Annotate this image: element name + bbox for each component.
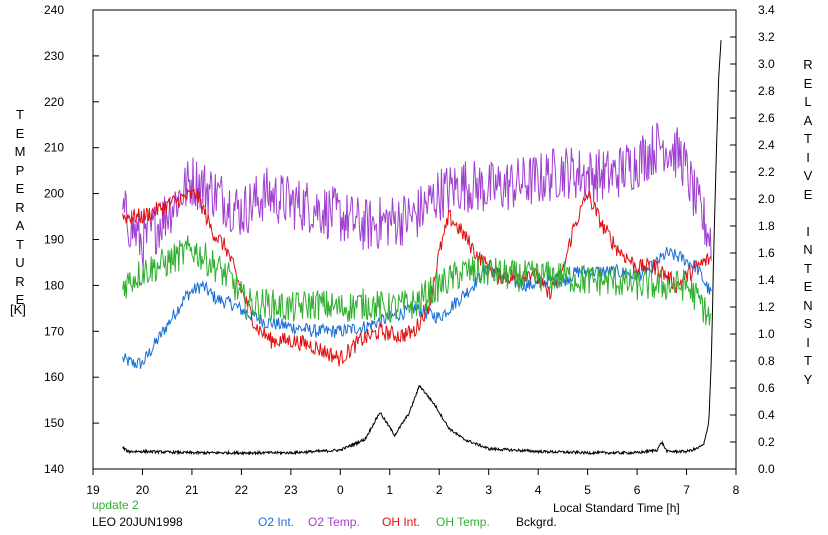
right-tick-label: 1.4 — [758, 273, 775, 287]
right-tick-label: 0.0 — [758, 462, 775, 476]
axis-label-letter: A — [803, 112, 813, 128]
left-tick-label: 200 — [44, 187, 64, 201]
axis-label-letter: T — [16, 236, 24, 252]
left-tick-label: 160 — [44, 370, 64, 384]
axis-label-letter: I — [806, 149, 810, 165]
left-tick-label: 180 — [44, 278, 64, 292]
right-tick-label: 1.8 — [758, 219, 775, 233]
legend-entry-3: OH Int. — [382, 515, 421, 529]
right-tick-label: 3.4 — [758, 3, 775, 17]
x-tick-label: 2 — [436, 483, 443, 497]
left-tick-label: 190 — [44, 233, 64, 247]
x-tick-label: 4 — [535, 483, 542, 497]
legend-entry-5: Bckgrd. — [516, 515, 557, 529]
axis-label-letter: I — [806, 223, 810, 239]
x-tick-label: 20 — [136, 483, 150, 497]
left-tick-label: 220 — [44, 95, 64, 109]
update-label: update 2 — [92, 498, 139, 512]
series-line-4 — [122, 235, 712, 326]
axis-label-letter: Y — [803, 371, 813, 387]
axis-label-letter: L — [804, 94, 812, 109]
right-tick-label: 3.0 — [758, 57, 775, 71]
axis-label-letter: R — [15, 273, 25, 289]
axis-label-letter: R — [803, 57, 813, 72]
x-axis: 19 20 21 22 23 0 1 2 3 4 5 6 7 8 — [86, 469, 740, 497]
axis-label-letter: E — [15, 125, 25, 141]
right-tick-label: 2.0 — [758, 192, 775, 206]
axis-label-letter: I — [806, 334, 810, 350]
axis-label-letter: U — [15, 255, 25, 270]
right-tick-label: 0.8 — [758, 354, 775, 368]
right-axis: 0.0 0.2 0.4 0.6 0.8 1.0 1.2 1.4 1.6 1.8 2.0 2.2 2.4 2… — [730, 3, 775, 476]
right-tick-label: 0.2 — [758, 435, 775, 449]
y-axis-unit-left: [K] — [10, 302, 26, 317]
axis-label-letter: E — [15, 292, 25, 307]
right-tick-label: 2.2 — [758, 165, 775, 179]
right-tick-label: 1.0 — [758, 327, 775, 341]
right-tick-label: 2.4 — [758, 138, 775, 152]
x-tick-label: 19 — [86, 483, 100, 497]
series-line-5 — [122, 40, 722, 456]
series-layer — [122, 40, 722, 456]
x-tick-label: 7 — [683, 483, 690, 497]
right-tick-label: 3.2 — [758, 30, 775, 44]
x-tick-label: 0 — [337, 483, 344, 497]
x-axis-label: Local Standard Time [h] — [553, 501, 680, 515]
axis-label-letter: N — [803, 242, 813, 257]
axis-label-letter: E — [803, 75, 813, 91]
axis-label-letter: E — [803, 186, 813, 202]
station-date-label: LEO 20JUN1998 — [92, 515, 183, 529]
axis-label-letter — [800, 204, 816, 223]
right-tick-label: 0.4 — [758, 408, 775, 422]
axis-label-letter: T — [804, 260, 812, 276]
legend-entry-1: O2 Int. — [258, 515, 295, 529]
left-tick-label: 140 — [44, 462, 64, 476]
axis-label-letter: E — [15, 181, 25, 196]
right-tick-label: 2.6 — [758, 111, 775, 125]
x-tick-label: 22 — [235, 483, 249, 497]
legend-entry-4: OH Temp. — [436, 515, 490, 529]
x-tick-label: 23 — [284, 483, 298, 497]
left-tick-label: 230 — [44, 49, 64, 63]
x-tick-label: 5 — [584, 483, 591, 497]
left-tick-label: 210 — [44, 141, 64, 155]
x-tick-label: 8 — [733, 483, 740, 497]
x-tick-label: 6 — [634, 483, 641, 497]
right-tick-label: 2.8 — [758, 84, 775, 98]
x-tick-label: 1 — [386, 483, 393, 497]
series-line-2 — [122, 122, 712, 270]
right-tick-label: 0.6 — [758, 381, 775, 395]
left-tick-label: 170 — [44, 324, 64, 338]
axis-label-letter: V — [803, 168, 813, 183]
x-tick-label: 3 — [485, 483, 492, 497]
left-tick-label: 240 — [44, 3, 64, 17]
axis-label-letter: E — [803, 279, 813, 294]
axis-label-letter: S — [803, 316, 813, 331]
right-tick-label: 1.2 — [758, 300, 775, 314]
axis-label-letter: T — [16, 107, 24, 122]
axis-label-letter: A — [15, 218, 25, 233]
left-axis: 140 150 160 170 180 190 200 210 220 230 240 — [44, 3, 99, 476]
axis-label-letter: M — [14, 144, 26, 159]
axis-label-letter: T — [804, 131, 812, 146]
left-tick-label: 150 — [44, 416, 64, 430]
x-tick-label: 21 — [185, 483, 199, 497]
series-line-3 — [122, 187, 712, 367]
legend-entry-2: O2 Temp. — [308, 515, 360, 529]
right-tick-label: 1.6 — [758, 246, 775, 260]
axis-label-letter: N — [803, 297, 813, 313]
axis-label-letter: T — [804, 353, 812, 368]
axis-label-letter: P — [15, 162, 25, 178]
axis-label-letter: R — [15, 199, 25, 215]
